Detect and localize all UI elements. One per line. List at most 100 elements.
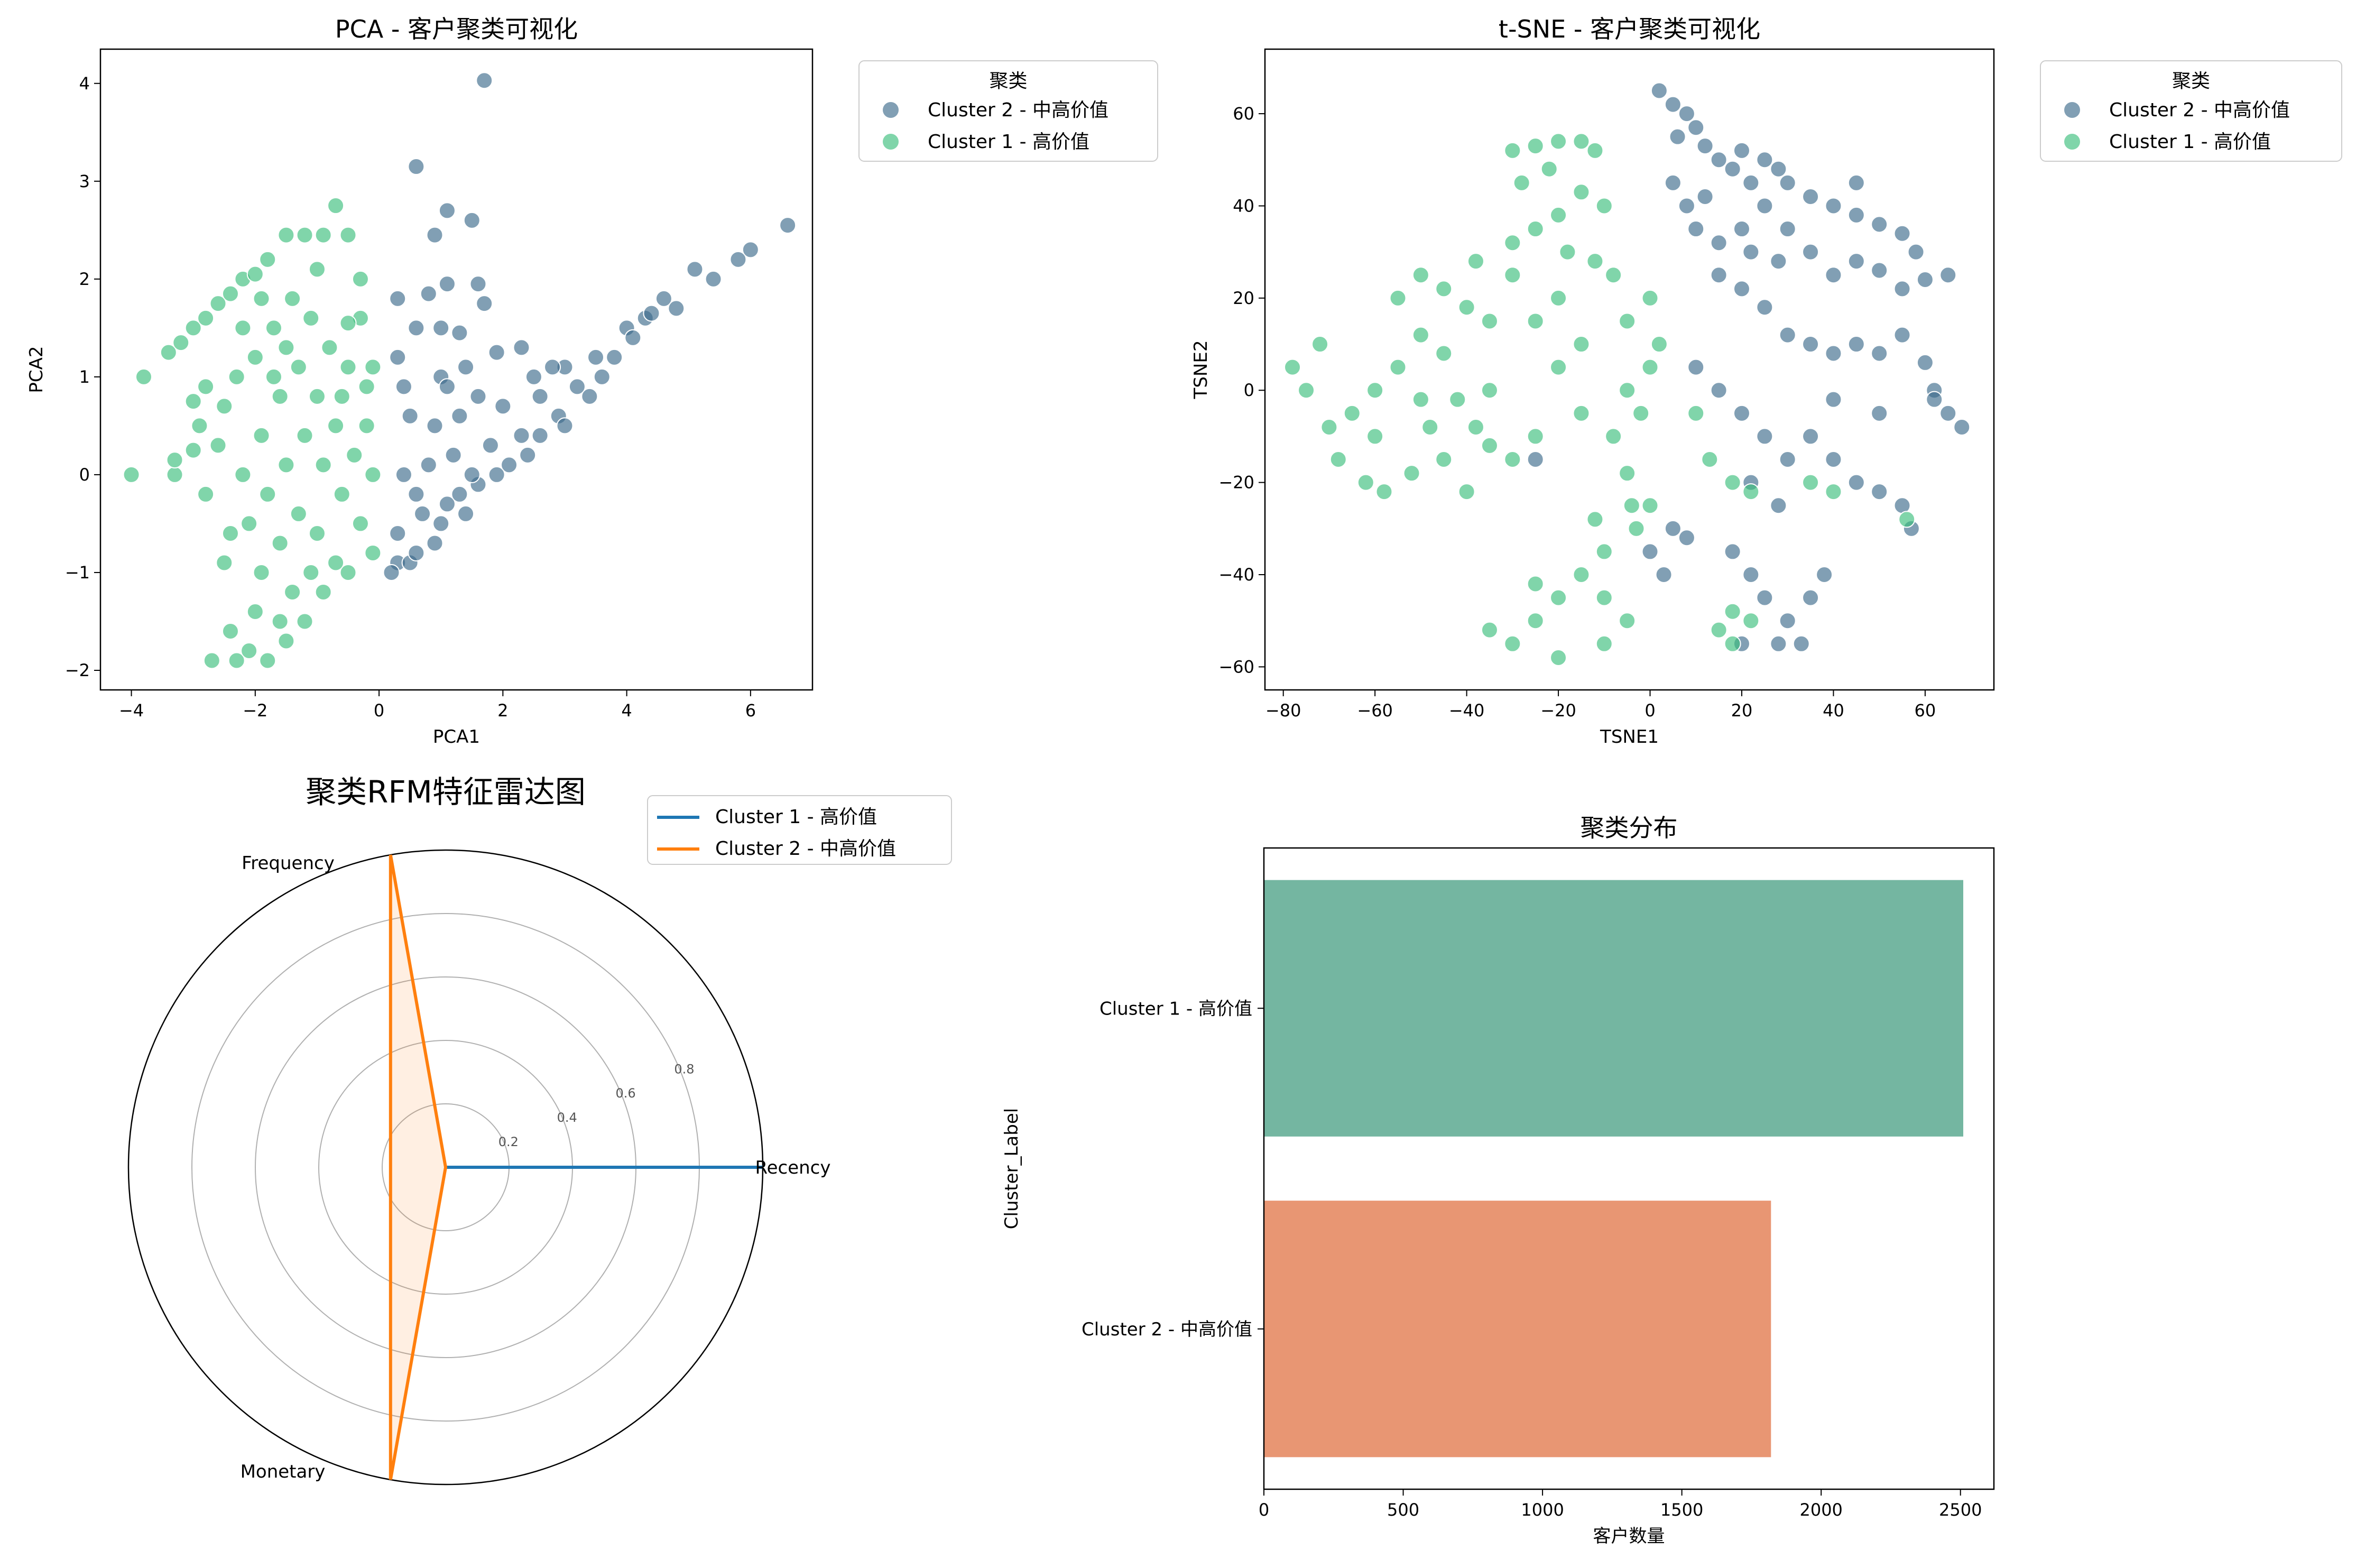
data-point: [1770, 160, 1787, 178]
data-point: [315, 456, 332, 474]
data-point: [259, 251, 276, 268]
data-point: [1742, 243, 1760, 261]
data-point: [1605, 266, 1622, 284]
y-tick-label: 0: [1244, 380, 1254, 400]
data-point: [1871, 345, 1888, 362]
data-point: [1449, 391, 1466, 408]
data-point: [1742, 483, 1760, 501]
data-point: [1527, 612, 1544, 630]
data-point: [1710, 621, 1727, 639]
data-point: [408, 158, 425, 176]
data-point: [1802, 243, 1819, 261]
data-point: [1847, 336, 1865, 353]
data-point: [420, 285, 437, 302]
data-point: [364, 466, 382, 483]
radar-r-tick: 0.2: [498, 1135, 519, 1149]
legend-box: [647, 795, 952, 865]
data-point: [1619, 465, 1636, 482]
data-point: [1619, 612, 1636, 630]
x-axis-label: TSNE1: [1600, 726, 1659, 748]
data-point: [1641, 543, 1659, 560]
y-axis-label: PCA2: [26, 346, 47, 393]
data-point: [1375, 483, 1393, 501]
data-point: [1513, 174, 1530, 191]
data-point: [327, 417, 345, 435]
data-point: [457, 505, 475, 522]
data-point: [1412, 326, 1429, 344]
data-point: [389, 348, 406, 366]
data-point: [1939, 266, 1957, 284]
data-point: [1825, 391, 1842, 408]
data-point: [339, 315, 357, 332]
legend-label: Cluster 2 - 中高价值: [715, 838, 896, 860]
data-point: [593, 368, 611, 385]
x-tick-label: 1500: [1660, 1500, 1703, 1520]
data-point: [1527, 220, 1544, 238]
chart-title: PCA - 客户聚类可视化: [335, 15, 578, 43]
data-point: [531, 427, 549, 444]
data-point: [1458, 483, 1475, 501]
legend: 聚类 Cluster 2 - 中高价值 Cluster 1 - 高价值: [2040, 60, 2342, 162]
data-point: [191, 417, 208, 435]
data-point: [1527, 428, 1544, 445]
data-point: [1802, 188, 1819, 206]
data-point: [426, 534, 444, 552]
data-point: [1550, 358, 1567, 376]
data-point: [1871, 404, 1888, 422]
data-point: [1953, 418, 1971, 436]
data-point: [705, 270, 722, 288]
data-point: [519, 446, 537, 464]
x-tick-label: 60: [1915, 700, 1936, 721]
data-point: [1825, 197, 1842, 215]
data-point: [1573, 566, 1590, 584]
data-point: [686, 261, 704, 278]
data-point: [1343, 404, 1361, 422]
y-axis-label: TSNE2: [1190, 340, 1212, 400]
data-point: [1595, 589, 1613, 606]
legend-marker: [2064, 134, 2080, 150]
data-point: [1756, 197, 1773, 215]
data-point: [246, 603, 264, 620]
legend-box: [2040, 60, 2342, 162]
data-point: [1669, 128, 1686, 145]
data-point: [296, 226, 313, 244]
data-point: [1586, 142, 1604, 159]
data-point: [1481, 382, 1498, 399]
data-point: [1311, 336, 1329, 353]
data-point: [308, 524, 326, 542]
data-point: [1527, 575, 1544, 593]
data-point: [1847, 174, 1865, 191]
data-point: [1687, 119, 1705, 136]
x-tick-label: −80: [1265, 700, 1301, 721]
data-point: [1504, 266, 1521, 284]
data-point: [1696, 188, 1714, 206]
data-point: [742, 241, 759, 259]
legend: Cluster 1 - 高价值 Cluster 2 - 中高价值: [647, 795, 952, 865]
chart-title: 聚类分布: [1581, 814, 1678, 842]
data-point: [1527, 137, 1544, 155]
data-point: [253, 564, 270, 581]
data-point: [501, 456, 518, 474]
data-point: [197, 378, 215, 395]
category-label: Cluster 2 - 中高价值: [1082, 1319, 1252, 1340]
data-point: [1779, 174, 1796, 191]
data-point: [414, 505, 431, 522]
data-point: [265, 368, 282, 385]
data-point: [451, 324, 468, 342]
data-point: [1550, 206, 1567, 224]
data-point: [1632, 404, 1650, 422]
legend-label: Cluster 2 - 中高价值: [2109, 99, 2290, 121]
radar-r-tick: 0.4: [557, 1110, 577, 1125]
data-point: [1481, 437, 1498, 454]
x-axis-label: 客户数量: [1593, 1526, 1665, 1547]
y-axis-label: Cluster_Label: [1001, 1108, 1022, 1229]
data-point: [246, 348, 264, 366]
data-point: [308, 388, 326, 405]
data-point: [1816, 566, 1833, 584]
data-point: [1701, 451, 1719, 468]
data-point: [420, 456, 437, 474]
data-point: [1412, 266, 1429, 284]
y-tick-label: 2: [79, 269, 90, 289]
data-point: [241, 642, 258, 659]
data-point: [513, 427, 530, 444]
